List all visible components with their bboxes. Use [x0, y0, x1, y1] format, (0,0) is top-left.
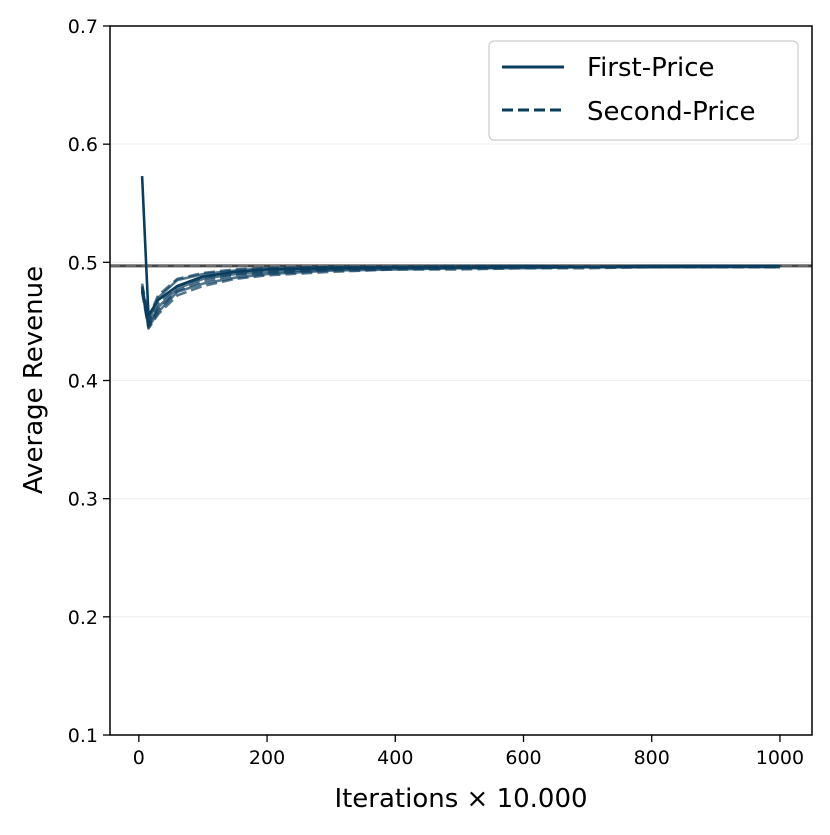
y-tick-label: 0.1: [68, 725, 98, 747]
x-tick-label: 0: [133, 747, 145, 769]
x-tick-label: 400: [377, 747, 413, 769]
x-axis-label: Iterations × 10.000: [334, 784, 587, 814]
y-tick-label: 0.6: [68, 134, 98, 156]
x-tick-label: 800: [634, 747, 670, 769]
y-tick-label: 0.7: [68, 16, 98, 38]
legend-label-first-price: First-Price: [587, 53, 715, 83]
series-line-second-price: [140, 265, 780, 330]
legend-box: [488, 40, 799, 141]
grid-lines: [110, 143, 812, 618]
legend-label-second-price: Second-Price: [587, 97, 756, 127]
y-axis: 0.1 0.2 0.3 0.4 0.5 0.6 0.7: [68, 16, 110, 747]
x-axis: 0 200 400 600 800 1000: [133, 735, 804, 769]
y-tick-label: 0.3: [68, 489, 98, 511]
x-tick-label: 600: [505, 747, 541, 769]
y-tick-label: 0.5: [68, 252, 98, 274]
plot-area: [110, 176, 812, 330]
y-axis-label: Average Revenue: [19, 266, 49, 494]
legend: First-Price Second-Price: [488, 40, 799, 141]
x-tick-label: 200: [249, 747, 285, 769]
y-tick-label: 0.4: [68, 371, 98, 393]
y-tick-label: 0.2: [68, 607, 98, 629]
x-tick-label: 1000: [756, 747, 804, 769]
